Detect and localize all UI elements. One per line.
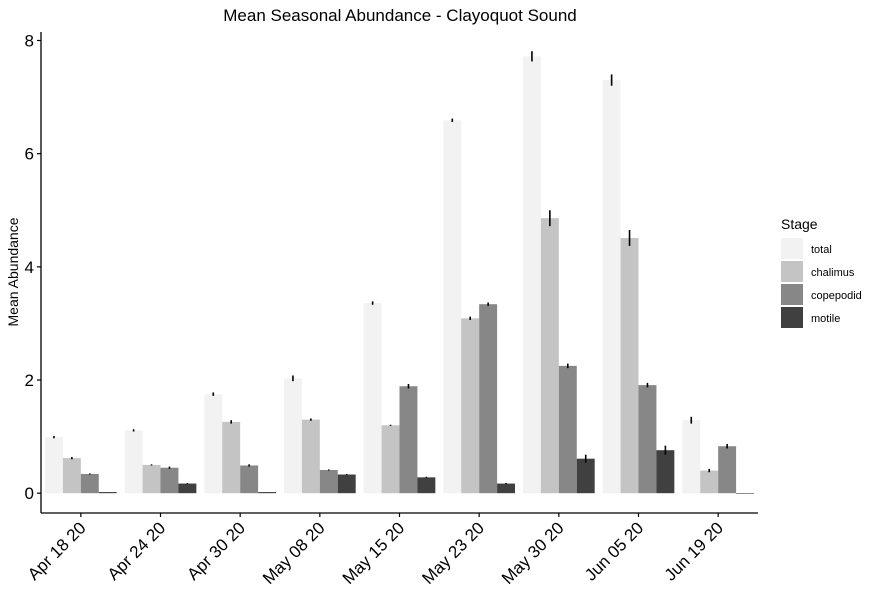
bar-motile-7 <box>656 450 675 494</box>
x-tick-label-6: May 30 20 <box>498 518 568 588</box>
y-tick-label-4: 8 <box>25 31 34 50</box>
bar-copepodid-2 <box>240 465 259 494</box>
x-tick-label-2: Apr 30 20 <box>183 518 249 584</box>
y-tick-label-1: 2 <box>25 371 34 390</box>
x-tick-label-3: May 08 20 <box>259 518 329 588</box>
legend-label-motile: motile <box>811 313 840 325</box>
legend-swatch-motile <box>781 307 803 328</box>
x-tick-label-1: Apr 24 20 <box>104 518 170 584</box>
legend-swatch-chalimus <box>781 261 803 282</box>
bar-motile-3 <box>337 474 356 494</box>
bar-chalimus-5 <box>461 318 480 494</box>
x-tick-label-5: May 23 20 <box>418 518 488 588</box>
bar-chalimus-2 <box>222 421 241 494</box>
bar-motile-5 <box>497 483 516 494</box>
bar-chalimus-8 <box>700 470 719 494</box>
bar-motile-4 <box>417 477 436 494</box>
errorbars-layer <box>53 51 728 485</box>
bar-copepodid-3 <box>319 469 338 494</box>
x-tick-label-7: Jun 05 20 <box>581 518 647 584</box>
bar-total-7 <box>602 80 621 494</box>
bar-chalimus-3 <box>301 419 320 494</box>
y-axis-label: Mean Abundance <box>5 217 21 326</box>
legend-label-copepodid: copepodid <box>811 290 862 302</box>
legend-title: Stage <box>781 216 818 232</box>
bar-copepodid-8 <box>718 446 737 494</box>
bar-motile-0 <box>98 492 117 494</box>
y-ticks: 0 2 4 6 8 <box>25 31 41 503</box>
bar-copepodid-5 <box>479 304 498 494</box>
bar-chalimus-7 <box>620 237 639 494</box>
bar-total-4 <box>363 303 382 494</box>
bar-total-5 <box>443 120 462 494</box>
legend-label-chalimus: chalimus <box>811 267 855 279</box>
x-tick-label-8: Jun 19 20 <box>661 518 727 584</box>
bar-motile-2 <box>258 492 277 494</box>
bar-chalimus-1 <box>142 464 161 494</box>
bar-total-6 <box>522 56 541 494</box>
bar-motile-8 <box>736 493 755 494</box>
bar-total-0 <box>44 437 63 494</box>
legend: Stage total chalimus copepodid motile <box>781 216 862 328</box>
bar-total-3 <box>283 378 302 494</box>
bar-motile-1 <box>178 483 197 494</box>
legend-label-total: total <box>811 244 832 256</box>
bar-copepodid-7 <box>638 385 657 494</box>
bar-motile-6 <box>576 458 595 494</box>
x-ticks: Apr 18 20 Apr 24 20 Apr 30 20 May 08 20 May … <box>24 513 727 588</box>
bar-copepodid-4 <box>399 386 418 494</box>
bar-copepodid-0 <box>80 473 99 494</box>
bar-total-8 <box>682 420 701 494</box>
bar-copepodid-6 <box>558 365 577 494</box>
x-tick-label-4: May 15 20 <box>339 518 409 588</box>
bars-layer <box>44 56 755 494</box>
bar-total-1 <box>124 430 143 494</box>
y-tick-label-3: 6 <box>25 145 34 164</box>
bar-copepodid-1 <box>160 467 179 494</box>
bar-chalimus-4 <box>381 425 400 494</box>
chart-title: Mean Seasonal Abundance - Clayoquot Soun… <box>223 6 576 25</box>
bar-chalimus-0 <box>62 458 81 494</box>
y-tick-label-0: 0 <box>25 484 34 503</box>
x-tick-label-0: Apr 18 20 <box>24 518 90 584</box>
bar-chalimus-6 <box>540 218 559 494</box>
legend-swatch-total <box>781 238 803 259</box>
bar-total-2 <box>204 394 223 494</box>
legend-swatch-copepodid <box>781 284 803 305</box>
y-tick-label-2: 4 <box>25 258 34 277</box>
